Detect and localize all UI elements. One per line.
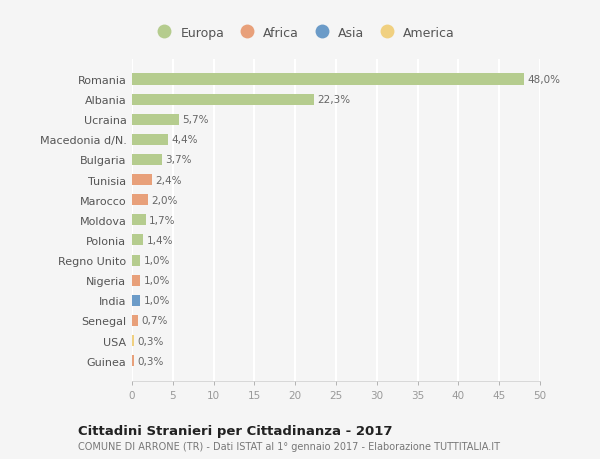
Text: COMUNE DI ARRONE (TR) - Dati ISTAT al 1° gennaio 2017 - Elaborazione TUTTITALIA.: COMUNE DI ARRONE (TR) - Dati ISTAT al 1°… — [78, 441, 500, 451]
Bar — [132, 74, 524, 85]
Text: 4,4%: 4,4% — [171, 135, 197, 145]
Text: 2,4%: 2,4% — [155, 175, 181, 185]
Text: 1,0%: 1,0% — [143, 256, 170, 265]
Text: 22,3%: 22,3% — [317, 95, 350, 105]
Bar — [132, 335, 134, 346]
Text: 1,0%: 1,0% — [143, 296, 170, 306]
Text: 0,3%: 0,3% — [138, 356, 164, 366]
Text: 1,0%: 1,0% — [143, 275, 170, 285]
Text: 0,7%: 0,7% — [141, 316, 167, 326]
Text: 1,7%: 1,7% — [149, 215, 176, 225]
Bar — [132, 155, 162, 166]
Bar — [132, 114, 179, 125]
Bar — [132, 235, 143, 246]
Bar — [132, 295, 140, 306]
Bar — [132, 174, 152, 186]
Legend: Europa, Africa, Asia, America: Europa, Africa, Asia, America — [149, 24, 457, 42]
Bar — [132, 215, 146, 226]
Bar — [132, 315, 138, 326]
Bar — [132, 355, 134, 366]
Text: 48,0%: 48,0% — [527, 75, 560, 85]
Bar — [132, 195, 148, 206]
Bar — [132, 95, 314, 106]
Bar — [132, 255, 140, 266]
Text: 3,7%: 3,7% — [166, 155, 192, 165]
Text: 5,7%: 5,7% — [182, 115, 208, 125]
Text: 2,0%: 2,0% — [152, 195, 178, 205]
Text: 1,4%: 1,4% — [146, 235, 173, 246]
Bar — [132, 275, 140, 286]
Bar — [132, 134, 168, 146]
Text: Cittadini Stranieri per Cittadinanza - 2017: Cittadini Stranieri per Cittadinanza - 2… — [78, 424, 392, 437]
Text: 0,3%: 0,3% — [138, 336, 164, 346]
